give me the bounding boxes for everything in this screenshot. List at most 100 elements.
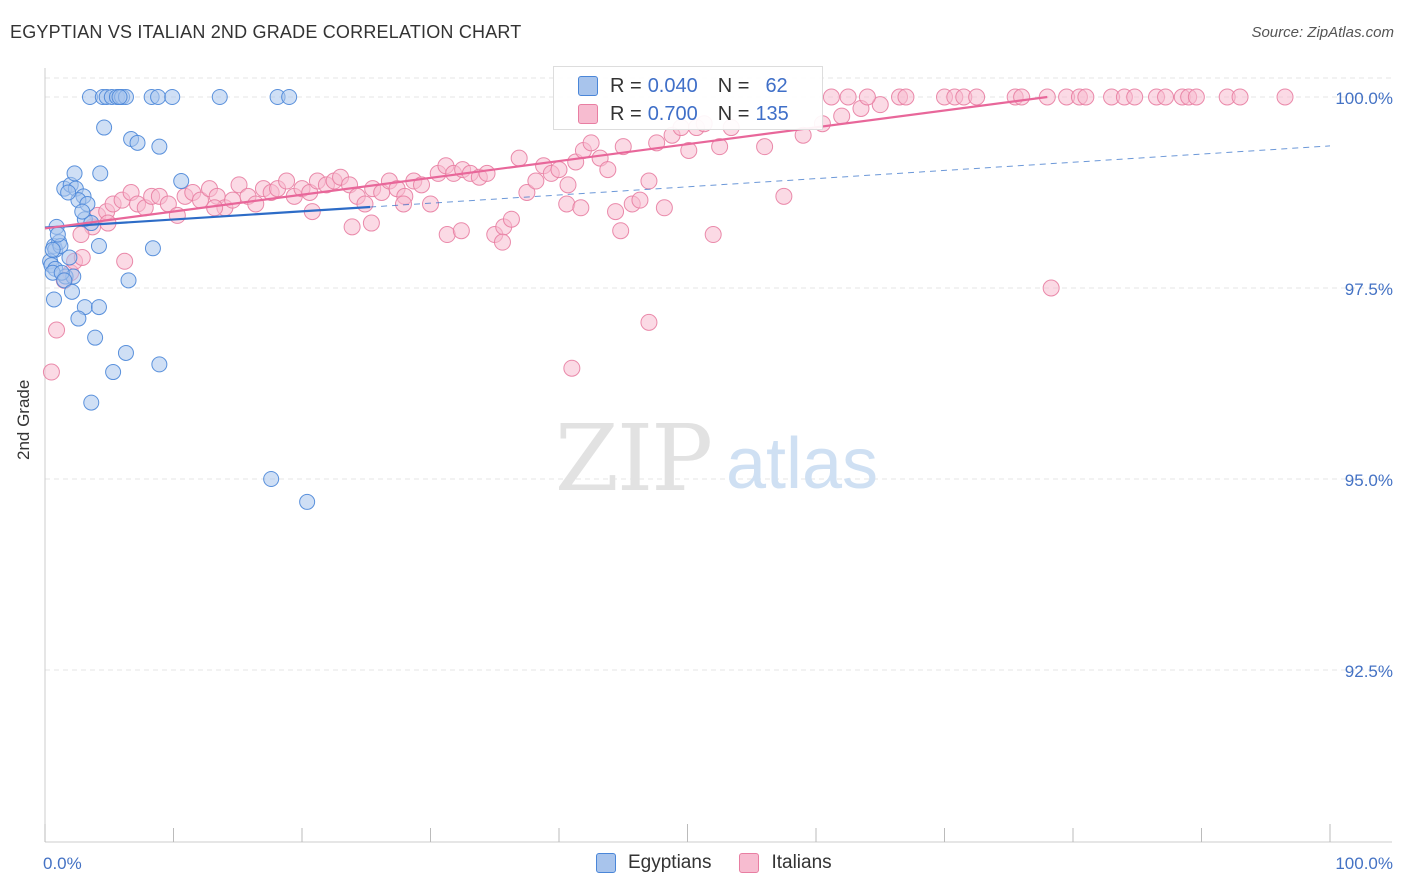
italians-point-94 [72,226,90,244]
italians-legend-swatch [739,853,760,873]
chart-title: EGYPTIAN VS ITALIAN 2ND GRADE CORRELATIO… [10,22,522,42]
italians-legend-label: Italians [771,852,832,873]
egyptians-point-44 [63,283,80,300]
egyptians-point-22 [173,173,190,190]
egyptians-point-48 [90,299,107,316]
egyptians-point-45 [120,272,137,289]
series-egyptians-points [42,89,316,510]
legend-row-egyptians: R = 0.040 N = 62 [578,75,788,97]
italians-point-104 [493,233,511,251]
y-tick-label-2: 95.0% [1345,471,1393,490]
egyptians-point-35 [144,240,161,257]
trend-lines [44,95,1331,230]
italians-point-109 [563,359,581,377]
italians-point-71 [599,161,617,179]
r-value-italians: 0.700 [647,102,698,125]
italians-point-114 [897,88,915,106]
italians-point-59 [502,210,520,228]
egyptians-point-55 [263,471,280,487]
italians-point-48 [413,176,431,194]
legend-item-egyptians[interactable]: Egyptians [596,852,711,874]
italians-point-65 [550,161,568,179]
n-label: N = [717,74,750,97]
watermark-atlas: atlas [726,424,878,504]
egyptians-point-51 [117,344,134,361]
italians-point-78 [655,199,673,217]
egyptians-point-46 [45,291,62,308]
egyptians-point-20 [129,134,146,151]
y-tick-label-0: 100.0% [1335,89,1393,108]
n-value-egyptians: 62 [765,74,788,97]
legend-item-italians[interactable]: Italians [739,852,832,874]
n-value-italians: 135 [755,102,789,125]
italians-swatch [578,104,598,124]
watermark-zip: ZIP [555,405,711,512]
italians-point-49 [422,195,439,213]
stats-legend: R = 0.040 N = 62 R = 0.700 N = 135 [553,66,823,130]
egyptians-point-13 [281,89,298,105]
italians-point-69 [582,134,600,152]
italians-point-93 [871,96,889,114]
y-tick-label-3: 92.5% [1345,662,1393,681]
italians-point-72 [607,203,625,221]
egyptians-point-43 [56,272,73,289]
italians-point-129 [1157,88,1175,106]
italians-point-127 [1126,88,1144,106]
y-tick-label-1: 97.5% [1345,280,1393,299]
italians-point-100 [362,214,380,232]
italians-point-24 [224,191,242,209]
italians-point-106 [572,199,590,217]
italians-point-0 [42,363,60,381]
italians-point-88 [775,187,793,205]
italians-point-76 [640,172,658,190]
italians-point-102 [438,226,456,244]
egyptians-point-34 [90,237,107,254]
italians-point-25 [230,176,248,194]
source-label: Source: ZipAtlas.com [1251,24,1394,41]
egyptians-legend-label: Egyptians [628,852,712,873]
italians-point-96 [116,252,134,270]
italians-point-99 [343,218,361,236]
italians-point-120 [1013,88,1031,106]
italians-point-75 [631,191,649,209]
italians-point-60 [510,149,528,167]
egyptians-point-16 [66,165,83,182]
italians-point-112 [858,88,876,106]
italians-point-31 [278,172,296,190]
egyptians-point-7 [111,89,128,105]
egyptians-point-49 [70,310,87,327]
r-label: R = [610,74,642,97]
italians-point-62 [527,172,545,190]
italians-point-132 [1187,88,1205,106]
axes [44,68,1392,843]
egyptians-point-18 [96,119,113,136]
egyptians-point-21 [151,138,168,155]
italians-point-118 [968,88,986,106]
tick-labels: 100.0% 97.5% 95.0% 92.5% 0.0% 100.0% [43,89,1393,873]
egyptians-trend-line [44,205,371,229]
egyptians-point-59 [74,203,91,220]
egyptians-point-10 [164,89,181,105]
x-tick-label-min: 0.0% [43,854,82,873]
italians-point-84 [704,226,722,244]
egyptians-point-50 [87,329,104,346]
egyptians-point-53 [105,364,122,381]
italians-point-91 [833,107,851,125]
gridlines [45,77,1392,671]
egyptians-point-17 [92,165,109,182]
egyptians-point-61 [61,249,78,266]
egyptians-point-60 [44,241,61,258]
italians-trend-line [44,95,1048,230]
r-value-egyptians: 0.040 [647,74,698,97]
egyptians-point-54 [83,394,100,411]
italians-point-66 [559,176,577,194]
italians-point-105 [558,195,576,213]
italians-point-108 [640,313,658,331]
italians-point-136 [1042,279,1060,297]
italians-point-101 [395,195,413,213]
italians-point-81 [680,141,698,159]
y-axis-title: 2nd Grade [14,379,33,460]
egyptians-swatch [578,76,598,96]
italians-point-135 [1276,88,1294,106]
italians-point-1 [48,321,66,339]
